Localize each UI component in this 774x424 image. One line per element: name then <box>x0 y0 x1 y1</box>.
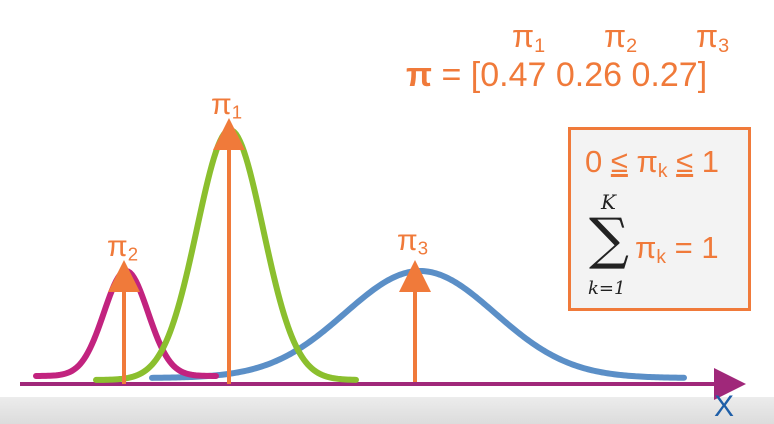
header-pi-1: π1 <box>512 18 546 57</box>
weight-vector-row: π = [0.47 0.26 0.27] <box>406 56 708 94</box>
peak-label-2: π2 <box>107 230 139 265</box>
bottom-bar <box>0 397 774 424</box>
sum-constraint: πk = 1 <box>635 230 719 268</box>
peak-label-3: π3 <box>397 224 429 259</box>
pi-symbol: π <box>406 56 433 94</box>
sum-lower-limit: k=1 <box>588 278 626 299</box>
weight-value-1: 0.47 <box>480 56 547 94</box>
constraints-box: 0 ≤ πk ≤ 1 K ∑ k=1 πk = 1 <box>568 127 751 311</box>
weight-value-3: 0.27 <box>631 56 698 94</box>
x-axis-label: X <box>714 390 735 423</box>
bound-constraint: 0 ≤ πk ≤ 1 <box>585 144 719 182</box>
header-pi-2: π2 <box>604 18 638 57</box>
weight-value-2: 0.26 <box>555 56 623 94</box>
header-pi-3: π3 <box>696 18 730 57</box>
summation-symbol: ∑ <box>589 207 629 272</box>
sum-upper-limit: K <box>601 190 616 214</box>
peak-label-1: π1 <box>211 88 243 123</box>
